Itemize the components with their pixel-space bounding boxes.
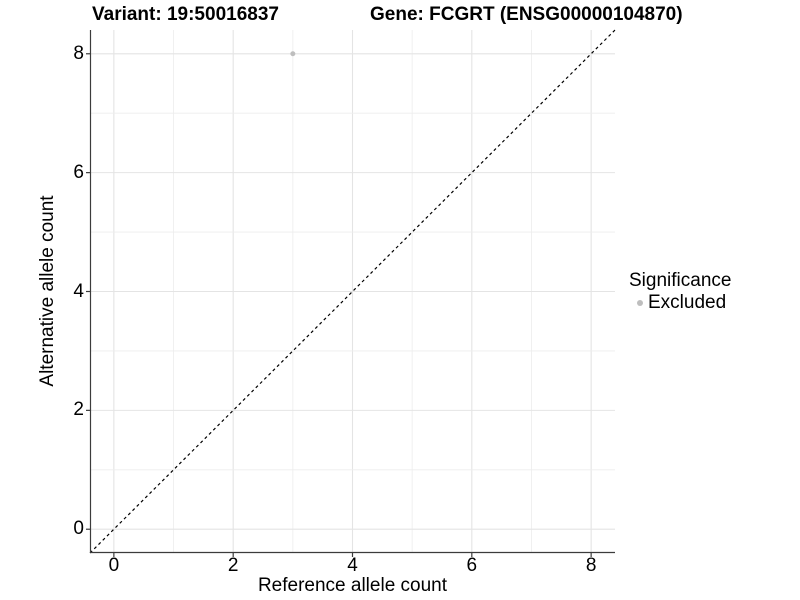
legend-entry: Excluded bbox=[629, 293, 731, 313]
data-point bbox=[290, 51, 296, 57]
legend-key-dot-icon bbox=[637, 300, 643, 306]
x-axis-tick-labels: 0 2 4 6 8 bbox=[90, 555, 615, 577]
y-tick-label: 0 bbox=[73, 518, 84, 540]
x-tick-label: 0 bbox=[108, 555, 120, 576]
legend-entry-label: Excluded bbox=[648, 292, 727, 313]
x-tick-label: 2 bbox=[227, 555, 239, 576]
y-tick-label: 6 bbox=[73, 161, 84, 183]
legend-title: Significance bbox=[629, 270, 732, 291]
legend: Significance Excluded bbox=[629, 270, 731, 313]
x-tick-label: 8 bbox=[585, 555, 597, 576]
x-tick-label: 4 bbox=[347, 555, 358, 576]
legend-entries: Excluded bbox=[629, 293, 731, 313]
x-axis-title: Reference allele count bbox=[257, 575, 448, 596]
y-tick-label: 8 bbox=[73, 42, 84, 64]
variant-title: Variant: 19:50016837 bbox=[92, 4, 279, 25]
y-tick-label: 2 bbox=[73, 399, 84, 421]
plot-panel bbox=[86, 29, 616, 557]
y-axis-tick-labels: 0 2 4 6 8 bbox=[34, 30, 84, 553]
y-axis-title: Alternative allele count bbox=[37, 195, 58, 387]
y-tick-label: 4 bbox=[73, 280, 84, 302]
x-tick-label: 6 bbox=[466, 555, 478, 576]
gene-title: Gene: FCGRT (ENSG00000104870) bbox=[370, 4, 683, 25]
